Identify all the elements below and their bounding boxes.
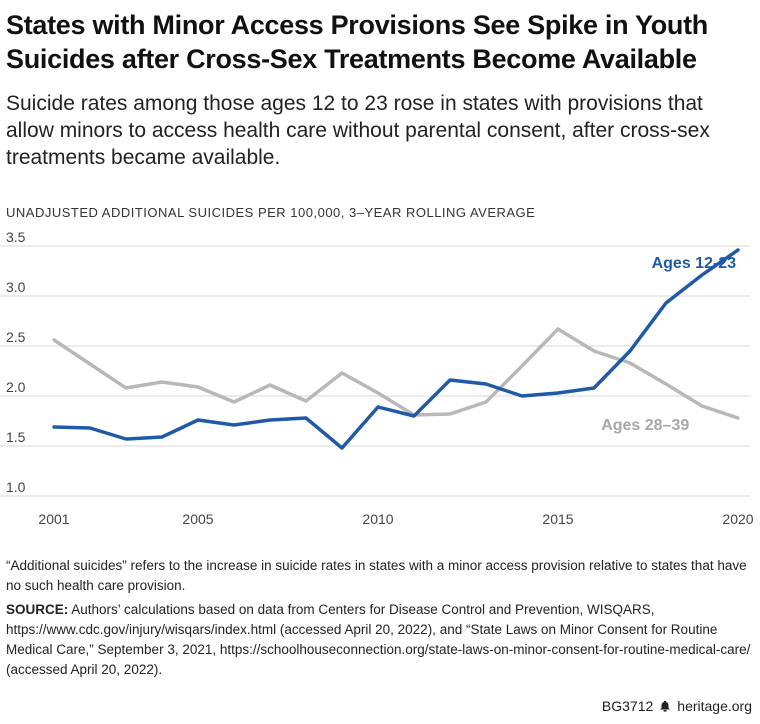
x-tick-label: 2010 xyxy=(362,511,393,527)
series-labels: Ages 12-23 Ages 28–39 xyxy=(601,255,736,434)
source-text: Authors’ calculations based on data from… xyxy=(6,602,751,677)
y-tick-label: 1.5 xyxy=(6,429,26,445)
report-code: BG3712 xyxy=(601,698,654,714)
x-tick-label: 2001 xyxy=(38,511,69,527)
x-tick-label: 2020 xyxy=(722,511,753,527)
y-tick-label: 3.0 xyxy=(6,279,26,295)
footer: BG3712 heritage.org xyxy=(602,698,752,714)
source-note: SOURCE: Authors’ calculations based on d… xyxy=(6,600,754,680)
site-link[interactable]: heritage.org xyxy=(677,698,752,714)
y-tick-label: 2.0 xyxy=(6,379,26,395)
series-label-adult: Ages 28–39 xyxy=(601,417,689,434)
series-line-0 xyxy=(52,248,740,450)
grid-lines xyxy=(0,245,750,497)
y-tick-label: 1.0 xyxy=(6,479,26,495)
series-lines xyxy=(52,248,740,450)
bell-icon xyxy=(660,701,671,712)
x-tick-label: 2005 xyxy=(182,511,213,527)
chart-title: States with Minor Access Provisions See … xyxy=(6,10,709,74)
footnote: “Additional suicides” refers to the incr… xyxy=(6,558,747,593)
y-tick-labels: 1.0 1.5 2.0 2.5 3.0 3.5 xyxy=(6,229,26,495)
source-label: SOURCE: xyxy=(6,602,69,617)
chart-subtitle: Suicide rates among those ages 12 to 23 … xyxy=(6,92,710,169)
line-chart: 1.01.52.02.53.03.5 2001 2005 2010 2015 2020 … xyxy=(0,229,754,527)
y-tick-label: 3.5 xyxy=(6,229,26,245)
x-tick-labels: 2001 2005 2010 2015 2020 xyxy=(38,511,753,527)
y-tick-label: 2.5 xyxy=(6,329,26,345)
y-axis-title: UNADJUSTED ADDITIONAL SUICIDES PER 100,0… xyxy=(6,205,536,220)
x-tick-label: 2015 xyxy=(542,511,573,527)
series-line-1 xyxy=(52,327,740,420)
series-label-youth: Ages 12-23 xyxy=(652,255,737,272)
